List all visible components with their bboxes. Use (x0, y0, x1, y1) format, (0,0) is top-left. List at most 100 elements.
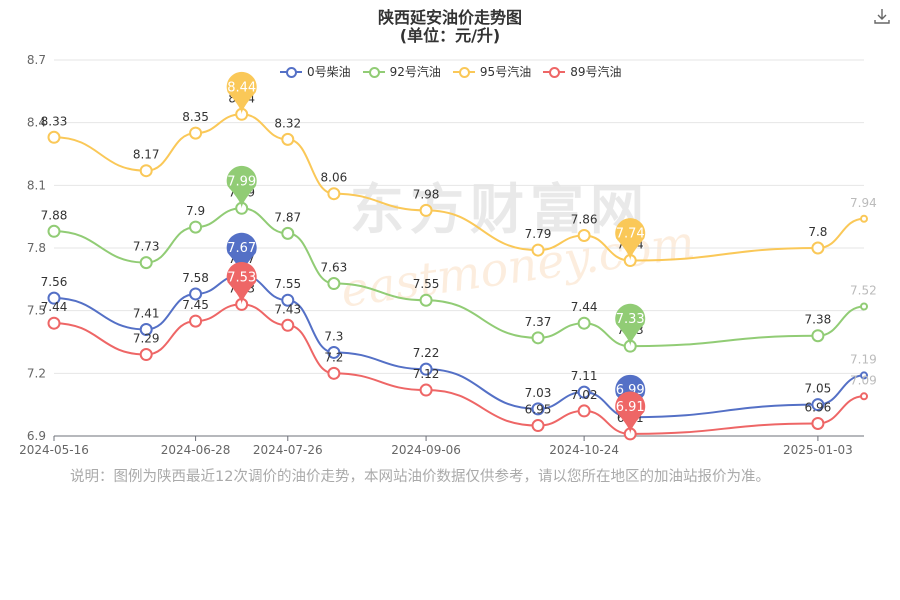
y-tick-label: 7.5 (27, 304, 46, 318)
data-label: 8.06 (321, 171, 348, 185)
data-label: 7.02 (571, 388, 598, 402)
series-line (53, 113, 865, 262)
data-label: 7.9 (186, 204, 205, 218)
data-label: 7.55 (274, 277, 301, 291)
data-point (281, 132, 295, 146)
data-label: 7.37 (525, 315, 552, 329)
marker-pin (226, 71, 257, 115)
legend-label: 95号汽油 (479, 65, 532, 79)
data-label: 7.22 (413, 346, 440, 360)
data-point (811, 241, 825, 255)
data-label: 6.95 (525, 403, 552, 417)
chart-plot: 东方财富网eastmoney.com6.97.27.57.88.18.48.72… (19, 53, 877, 457)
data-label: 7.19 (850, 352, 877, 366)
data-label: 8.33 (41, 114, 68, 128)
data-label: 7.88 (41, 208, 68, 222)
data-point (327, 277, 341, 291)
legend-item-gasoline-92[interactable]: 92号汽油 (362, 63, 441, 80)
data-label: 7.94 (850, 196, 877, 210)
y-tick-label: 8.4 (27, 116, 46, 130)
marker-pin (226, 165, 257, 209)
y-tick-label: 6.9 (27, 429, 46, 443)
legend-item-gasoline-89[interactable]: 89号汽油 (543, 63, 621, 80)
data-point (47, 291, 61, 305)
x-tick-label: 2025-01-03 (783, 443, 853, 457)
series-line (53, 207, 865, 348)
data-label: 7.52 (850, 283, 877, 297)
data-point (419, 383, 433, 397)
legend-item-diesel-0[interactable]: 0号柴油 (280, 63, 351, 80)
marker-pin (615, 303, 646, 347)
data-point (139, 322, 153, 336)
data-label: 7.03 (525, 386, 552, 400)
data-point (281, 318, 295, 332)
legend-marker-icon (362, 66, 385, 78)
marker-label: 7.99 (227, 174, 256, 189)
marker-label: 8.44 (227, 80, 256, 95)
y-tick-label: 8.1 (27, 178, 46, 192)
data-label: 7.58 (182, 271, 209, 285)
data-label: 7.45 (182, 298, 209, 312)
data-point (811, 398, 825, 412)
data-point (577, 316, 591, 330)
data-label: 7.2 (324, 350, 343, 364)
x-tick-label: 2024-10-24 (549, 443, 619, 457)
data-point (577, 404, 591, 418)
legend-marker-icon (452, 66, 475, 78)
data-label: 7.73 (133, 240, 160, 254)
data-point (189, 126, 203, 140)
y-tick-label: 7.2 (27, 366, 46, 380)
download-icon[interactable] (872, 6, 892, 26)
marker-pin (226, 232, 257, 276)
legend-marker-icon (280, 66, 302, 78)
data-point (189, 314, 203, 328)
x-tick-label: 2024-06-28 (161, 443, 231, 457)
watermark-text: 东方财富网 (350, 178, 650, 241)
data-label: 7.63 (321, 261, 348, 275)
marker-pin (615, 218, 646, 261)
legend-marker-icon (543, 66, 566, 78)
x-tick-label: 2024-05-16 (19, 443, 89, 457)
data-point (531, 402, 545, 416)
data-label: 7.09 (850, 373, 877, 387)
data-label: 7.12 (413, 367, 440, 381)
data-point (139, 256, 153, 270)
data-point (281, 293, 295, 307)
data-point (189, 220, 203, 234)
data-label: 7.41 (133, 306, 160, 320)
data-point (139, 164, 153, 178)
data-label: 7.98 (413, 187, 440, 201)
data-label: 7.8 (808, 225, 827, 239)
data-point (531, 419, 545, 433)
data-label: 7.44 (41, 300, 68, 314)
data-label: 8.17 (133, 148, 160, 162)
data-point (419, 203, 433, 217)
data-point (860, 214, 868, 223)
data-point (327, 187, 341, 201)
data-point (139, 348, 153, 362)
x-tick-label: 2024-07-26 (253, 443, 323, 457)
data-point (577, 385, 591, 399)
legend-item-gasoline-95[interactable]: 95号汽油 (452, 63, 532, 80)
legend-label: 92号汽油 (389, 65, 441, 79)
data-point (577, 228, 591, 242)
marker-label: 6.91 (616, 400, 645, 415)
data-point (47, 316, 61, 330)
chart-note: 说明：图例为陕西最近12次调价的油价走势，本网站油价数据仅供参考，请以您所在地区… (70, 469, 770, 485)
data-point (47, 224, 61, 238)
data-label: 7.38 (805, 313, 832, 327)
data-label: 6.96 (805, 400, 832, 414)
data-point (327, 345, 341, 359)
data-label: 7.56 (41, 275, 68, 289)
marker-label: 7.33 (616, 312, 645, 327)
data-point (860, 371, 868, 380)
marker-pin (615, 391, 646, 434)
data-label: 7.86 (571, 212, 598, 226)
data-label: 8.35 (182, 110, 209, 124)
data-point (419, 293, 433, 307)
series-line (53, 303, 865, 435)
data-point (811, 329, 825, 343)
chart-legend: 0号柴油 92号汽油 95号汽油 89号汽油 (280, 63, 621, 80)
data-point (189, 287, 203, 301)
data-label: 7.87 (274, 210, 301, 224)
